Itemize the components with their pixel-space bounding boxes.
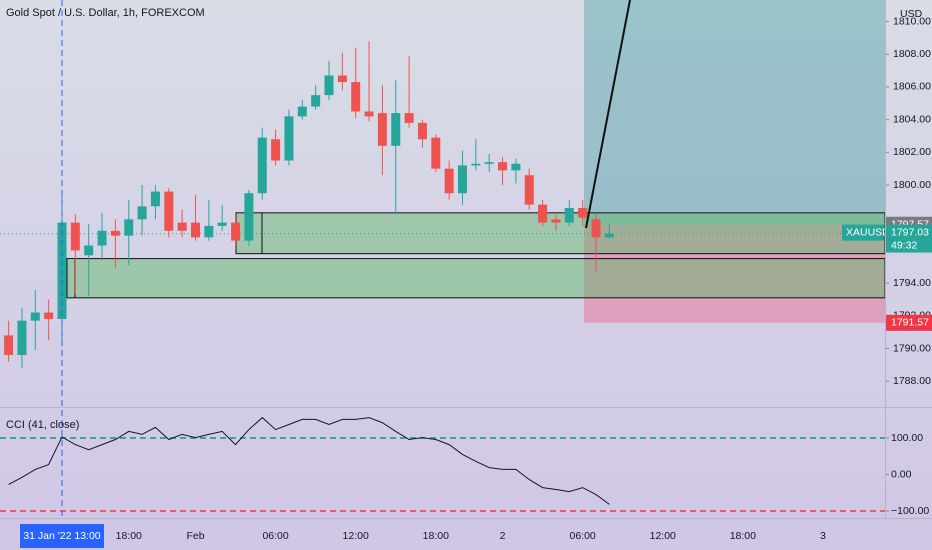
cci-line [8, 416, 610, 505]
candle-body [244, 193, 254, 241]
candle-body [391, 113, 401, 146]
candle-body [498, 162, 508, 171]
candle-body [404, 113, 414, 123]
candle-body [271, 139, 281, 161]
crosshair-time-bg [20, 524, 104, 548]
candle-body [578, 207, 588, 218]
y-tick-label: 1794.00 [893, 277, 931, 289]
candle-body [164, 191, 174, 231]
y-tick-label: 1802.00 [893, 146, 931, 158]
y-tick-label: 1804.00 [893, 113, 931, 125]
position-target [584, 0, 885, 225]
candle-body [150, 191, 160, 207]
chart-title: Gold Spot / U.S. Dollar, 1h, FOREXCOM [6, 7, 205, 19]
candle-body [511, 163, 521, 171]
x-tick-label: 18:00 [423, 530, 449, 542]
candle-body [124, 219, 134, 236]
last-price-bg [886, 224, 932, 253]
countdown: 49:32 [891, 239, 917, 251]
y-tick-label: 1800.00 [893, 179, 931, 191]
symbol-label-bg [842, 224, 884, 241]
candle-body [337, 75, 347, 83]
candle-body [524, 175, 534, 205]
candle-body [324, 75, 334, 96]
y-tick-label: 100.00 [891, 432, 923, 444]
position-stop [584, 224, 885, 323]
candle-body [204, 225, 214, 238]
stop-label: 1791.57 [891, 317, 929, 329]
candle-body [377, 113, 387, 146]
y-tick-label: −100.00 [891, 505, 929, 517]
candle-body [551, 219, 561, 223]
x-tick-label: 18:00 [116, 530, 142, 542]
candle-body [137, 206, 147, 220]
candle-body [110, 230, 120, 236]
y-tick-label: 1788.00 [893, 375, 931, 387]
candle-body [351, 82, 361, 112]
candle-body [538, 204, 548, 223]
y-tick-label: 1790.00 [893, 342, 931, 354]
candle-body [417, 122, 427, 140]
trend-line [585, 0, 631, 229]
candle-body [217, 222, 227, 226]
candle-body [431, 137, 441, 169]
zone [66, 258, 886, 299]
candle-body [604, 233, 614, 238]
x-tick-label: 3 [820, 530, 826, 542]
candle-body [97, 230, 107, 246]
symbol-label: XAUUSD [846, 226, 890, 238]
candle-body [591, 219, 601, 238]
candle-body [30, 312, 40, 321]
y-tick-label: 0.00 [891, 468, 912, 480]
candle-body [471, 163, 481, 166]
candle-body [231, 222, 241, 241]
candle-body [177, 222, 187, 231]
candle-body [191, 222, 200, 238]
x-tick-label: Feb [186, 530, 204, 542]
candle-body [484, 162, 494, 164]
candle-body [311, 95, 321, 107]
candle-body [444, 168, 454, 194]
candle-body [564, 207, 574, 223]
x-tick-label: 2 [500, 530, 506, 542]
y-tick-label: 1808.00 [893, 48, 931, 60]
y-tick-label: 1806.00 [893, 81, 931, 93]
x-tick-label: 06:00 [262, 530, 288, 542]
currency: USD [900, 8, 923, 20]
stop-label-bg [886, 314, 932, 331]
x-tick-label: 06:00 [570, 530, 596, 542]
candle-body [4, 335, 14, 356]
candle-body [284, 116, 294, 161]
indicator-title: CCI (41, close) [6, 419, 79, 431]
candle-body [17, 320, 27, 356]
candle-body [70, 222, 80, 251]
candle-body [458, 165, 467, 194]
x-tick-label: 12:00 [650, 530, 676, 542]
x-tick-label: 18:00 [730, 530, 756, 542]
y-tick-label: 1810.00 [893, 15, 931, 27]
candle-body [44, 312, 54, 320]
x-tick-label: 12:00 [343, 530, 369, 542]
crosshair-time: 31 Jan '22 13:00 [23, 530, 100, 542]
candle-body [297, 106, 307, 117]
candle-body [364, 111, 374, 117]
candle-body [84, 245, 94, 256]
candle-body [257, 137, 267, 194]
last-price-label: 1797.03 [891, 226, 929, 238]
